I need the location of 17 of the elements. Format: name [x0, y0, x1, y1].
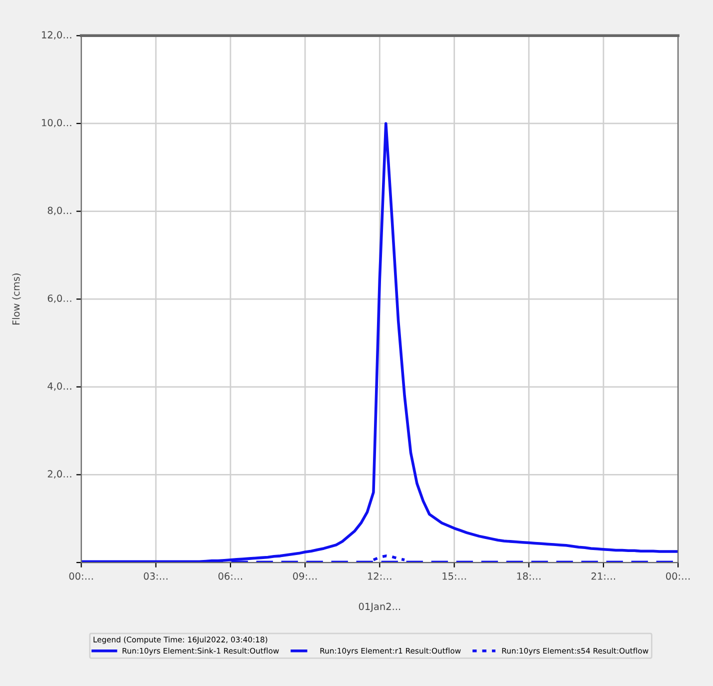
text: 01Jan2... [358, 602, 400, 612]
text: 4,0… [48, 382, 72, 391]
text: 8,0… [48, 206, 72, 216]
x-tick-label: 15:… [442, 572, 466, 580]
x-tick-label: 00:… [69, 572, 93, 580]
text: 12,0… [42, 31, 72, 40]
x-tick-label: 09:… [293, 572, 317, 580]
x-tick-label: 12:… [368, 572, 392, 580]
x-tick-label: 03:… [144, 572, 168, 580]
x-tick-label: 18:… [517, 572, 540, 580]
text: 2,0… [48, 470, 72, 479]
y-axis-title: Flow (cms) [12, 274, 21, 325]
text: 10,0… [42, 118, 72, 128]
x-tick-label: 21:… [591, 572, 616, 580]
x-tick-label: 06:… [218, 572, 242, 580]
text: 6,0… [48, 294, 72, 303]
x-tick-label: 00:… [666, 572, 690, 580]
